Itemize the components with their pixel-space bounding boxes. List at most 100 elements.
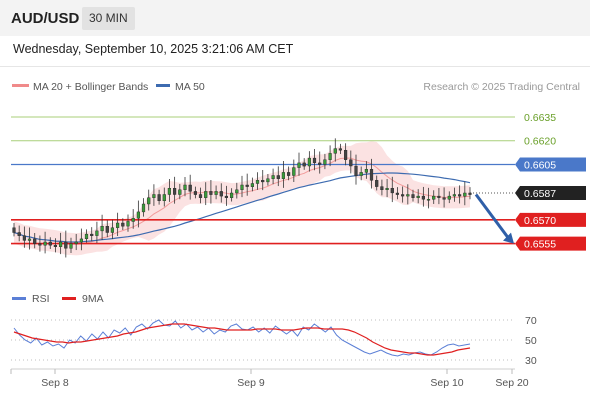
candle-body (452, 194, 456, 197)
support-label: 0.6570 (524, 215, 556, 227)
candle-body (115, 222, 120, 228)
candle-body (209, 191, 213, 195)
candle-body (69, 243, 73, 249)
candle-body (33, 238, 37, 244)
candle-body (250, 183, 254, 187)
candle-body (74, 241, 78, 244)
candle-body (406, 194, 410, 197)
candle-body (401, 194, 405, 197)
candle-body (437, 195, 441, 198)
legend-rsi-swatch (12, 297, 26, 300)
support-tag (515, 236, 586, 251)
candle-body (141, 203, 146, 213)
rsi-tick-label: 70 (525, 315, 537, 327)
candle-body (421, 195, 425, 200)
candle-body (359, 172, 363, 176)
candle-body (22, 235, 26, 241)
x-tick-label: Sep 8 (41, 377, 69, 389)
candle-body (198, 194, 203, 198)
candle-body (64, 241, 68, 249)
candle-body (100, 225, 104, 232)
candle-body (385, 187, 389, 190)
candle-body (59, 241, 63, 247)
candle-body (364, 168, 368, 173)
candle-body (214, 191, 218, 195)
candle-body (395, 192, 399, 195)
candle-body (354, 165, 358, 176)
candle-body (126, 221, 130, 227)
x-axis: Sep 8 Sep 9 Sep 10 Sep 20 (10, 369, 529, 389)
credit-label: Research © 2025 Trading Central (423, 81, 580, 93)
candle-body (183, 184, 187, 190)
candle-body (12, 227, 16, 233)
candle-body (90, 233, 94, 236)
legend-9ma: 9MA (82, 293, 104, 305)
legend-ma50: MA 50 (175, 81, 205, 93)
candle-body (297, 162, 301, 168)
candle-body (110, 227, 114, 233)
bollinger-band (14, 141, 470, 256)
candle-body (105, 225, 109, 233)
rsi-ma-line (13, 323, 471, 356)
candle-body (349, 159, 353, 167)
chart-header: AUD/USD 30 MIN (0, 0, 590, 36)
x-tick-label: Sep 9 (237, 377, 265, 389)
candle-body (307, 157, 311, 167)
candle-body (178, 189, 182, 195)
candle-body (276, 175, 280, 179)
legend-bollinger-swatch (12, 84, 29, 87)
last-price-label: 0.6587 (524, 188, 556, 200)
candle-body (79, 238, 83, 243)
last-price-tag (515, 185, 586, 200)
candle-body (292, 167, 296, 176)
x-tick-label: Sep 10 (430, 377, 463, 389)
candle-body (43, 241, 47, 246)
resistance-label: 0.6620 (524, 136, 556, 148)
candle-body (338, 148, 342, 151)
candle-body (271, 175, 275, 179)
candle-body (375, 180, 379, 187)
header-divider (0, 66, 590, 67)
forecast-arrow (474, 193, 510, 239)
legend-bollinger: MA 20 + Bollinger Bands (33, 81, 148, 93)
candle-body (235, 189, 239, 194)
symbol-label: AUD/USD (11, 10, 80, 27)
candle-body (312, 157, 317, 164)
candle-body (287, 172, 291, 176)
candle-body (323, 159, 327, 165)
candle-body (84, 233, 89, 240)
candle-body (416, 195, 420, 198)
candle-body (426, 199, 431, 201)
candle-body (188, 184, 192, 192)
candle-body (121, 222, 125, 227)
candle-body (447, 195, 451, 200)
candle-body (152, 194, 156, 198)
candle-body (255, 180, 260, 184)
candle-body (219, 191, 223, 197)
price-plot: 0.6635 0.6620 0.6605 0.6587 0.6570 0.6555 (11, 112, 586, 258)
timeframe-badge[interactable]: 30 MIN (82, 7, 135, 30)
candle-body (380, 186, 384, 191)
candle-body (193, 191, 197, 195)
candle-body (261, 180, 265, 183)
candle-body (328, 153, 332, 160)
rsi-tick-label: 30 (525, 355, 537, 367)
pivot-tag (515, 157, 586, 172)
candle-body (344, 149, 348, 160)
candle-body (281, 172, 285, 179)
datetime-label: Wednesday, September 10, 2025 3:21:06 AM… (13, 42, 294, 56)
candle-body (53, 244, 57, 247)
support-label: 0.6555 (524, 239, 556, 251)
candle-body (369, 168, 374, 181)
candle-body (442, 197, 446, 200)
candle-body (157, 194, 161, 202)
candle-body (432, 195, 436, 200)
candle-body (229, 192, 234, 198)
rsi-line (13, 319, 471, 357)
candle-body (136, 211, 140, 219)
candle-body (95, 230, 99, 236)
candle-body (333, 148, 337, 154)
support-tag (515, 212, 586, 227)
candle-body (27, 238, 32, 241)
